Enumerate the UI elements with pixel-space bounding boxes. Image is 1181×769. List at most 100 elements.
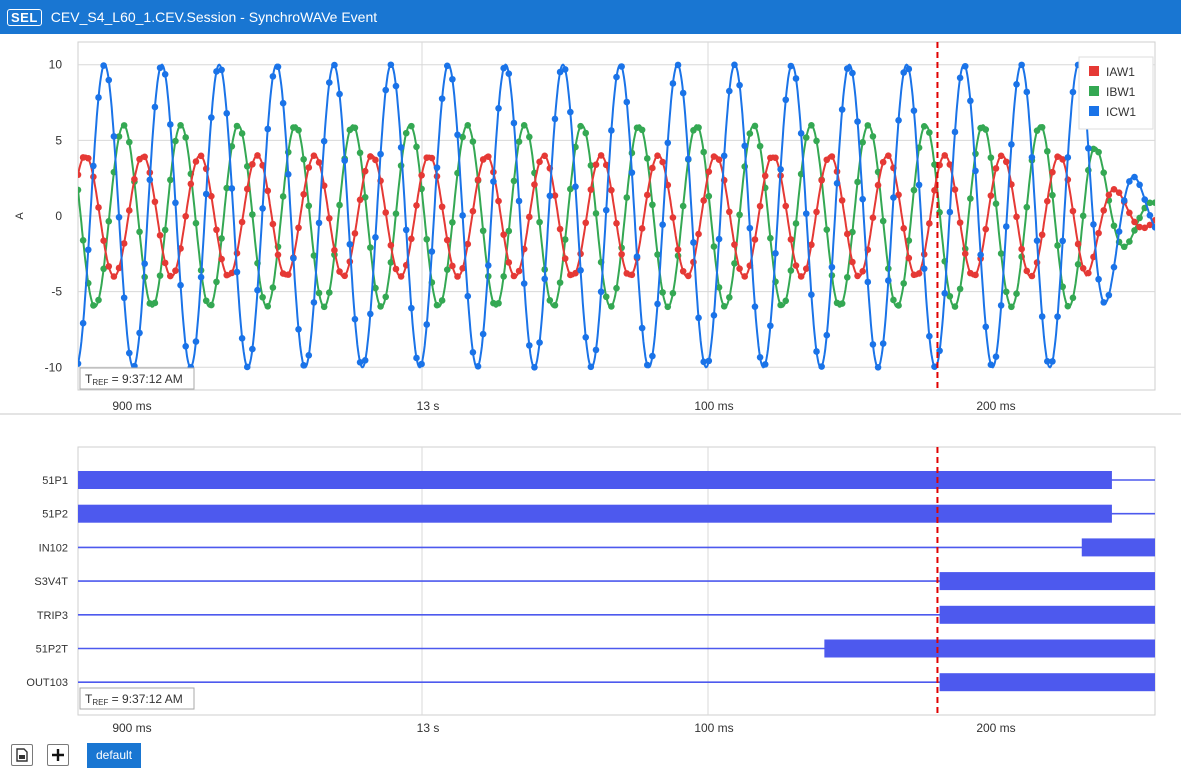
sample-point (967, 269, 974, 277)
sample-point (818, 177, 825, 184)
sample-point (992, 200, 1000, 207)
sample-point (536, 218, 543, 226)
sample-point (310, 299, 318, 306)
y-tick-label: 0 (55, 209, 62, 223)
sample-point (592, 161, 600, 168)
sample-point (484, 153, 492, 160)
sample-point (1044, 197, 1051, 205)
asserted-bar-51p2 (78, 504, 1112, 523)
sample-point (987, 192, 995, 199)
sample-point (495, 197, 502, 205)
sample-point (695, 314, 702, 322)
tab-default[interactable]: default (87, 743, 142, 768)
sample-point (433, 301, 441, 309)
sample-point (310, 252, 318, 259)
sample-point (777, 301, 784, 309)
sample-point (782, 202, 790, 210)
channel-label-51p2t: 51P2T (36, 644, 69, 656)
document-button[interactable] (11, 744, 33, 766)
sample-point (797, 273, 805, 280)
sample-point (310, 152, 318, 159)
sample-point (761, 172, 769, 180)
sample-point (1023, 203, 1031, 211)
sample-point (161, 71, 169, 78)
sample-point (669, 80, 677, 87)
sample-point (279, 193, 287, 200)
sample-point (208, 301, 215, 309)
sample-point (305, 202, 313, 210)
sample-point (731, 61, 738, 69)
sample-point (885, 277, 892, 284)
sample-point (997, 250, 1005, 257)
sample-point (1100, 169, 1108, 176)
sample-point (1013, 290, 1020, 298)
sample-point (526, 213, 533, 221)
sample-point (408, 235, 415, 243)
analog-chart[interactable]: 10 5 0 -5 -10 A 900 ms 13 s 100 ms 200 ms IAW1 IBW1… (0, 0, 1181, 415)
tref-frame (79, 687, 195, 710)
sample-point (613, 73, 620, 81)
sample-point (1044, 358, 1051, 365)
sample-point (269, 73, 277, 80)
sample-point (787, 62, 795, 70)
sample-point (438, 203, 446, 211)
sample-point (469, 348, 477, 356)
sample-point (669, 214, 677, 221)
add-tab-button[interactable] (47, 744, 69, 766)
sample-point (120, 122, 128, 129)
digital-chart[interactable]: 900 ms 13 s 100 ms 200 ms 51P1 51P2 IN102 S3V4T… (0, 0, 1181, 742)
sample-point (1131, 173, 1138, 181)
legend-label: ICW1 (1106, 105, 1136, 119)
sample-point (192, 158, 200, 165)
sample-point (633, 124, 641, 132)
sample-point (264, 303, 272, 310)
sample-point (746, 224, 754, 232)
sample-point (295, 224, 302, 232)
sample-point (879, 340, 887, 347)
sample-point (1079, 212, 1087, 220)
sample-point (536, 158, 543, 166)
sample-point (331, 246, 338, 254)
x-tick-label: 200 ms (976, 399, 1015, 413)
sample-point (623, 270, 631, 277)
title-bar: SEL CEV_S4_L60_1.CEV.Session - SynchroWA… (0, 0, 1181, 34)
sample-point (392, 82, 400, 90)
sample-point (777, 166, 784, 173)
sample-point (1126, 178, 1133, 185)
sample-point (546, 297, 554, 304)
sample-point (392, 210, 400, 217)
sample-point (1064, 302, 1072, 310)
sample-point (556, 68, 564, 76)
sample-point (690, 127, 697, 134)
sample-point (818, 363, 825, 370)
sample-point (1136, 181, 1143, 189)
sample-point (269, 220, 277, 228)
sample-point (556, 225, 564, 233)
sample-point (454, 273, 461, 280)
sample-point (828, 263, 836, 271)
sample-point (941, 152, 949, 159)
sample-point (890, 194, 897, 201)
sample-point (531, 181, 538, 188)
sample-point (300, 190, 307, 198)
sample-point (854, 178, 861, 186)
sample-point (715, 284, 723, 291)
sample-point (1054, 153, 1061, 160)
sample-point (243, 363, 251, 371)
sample-point (259, 293, 266, 301)
sample-point (136, 329, 143, 337)
sample-point (1069, 88, 1077, 96)
sample-point (792, 75, 800, 82)
sample-point (115, 213, 123, 221)
sample-point (838, 197, 846, 204)
sample-point (208, 114, 215, 121)
sample-point (367, 153, 374, 160)
sample-point (587, 162, 595, 169)
sample-point (274, 251, 282, 259)
sample-point (1064, 154, 1072, 161)
sample-point (79, 236, 87, 244)
sample-point (305, 164, 313, 171)
sample-point (336, 90, 343, 98)
sample-point (715, 156, 723, 164)
sample-point (864, 278, 872, 286)
